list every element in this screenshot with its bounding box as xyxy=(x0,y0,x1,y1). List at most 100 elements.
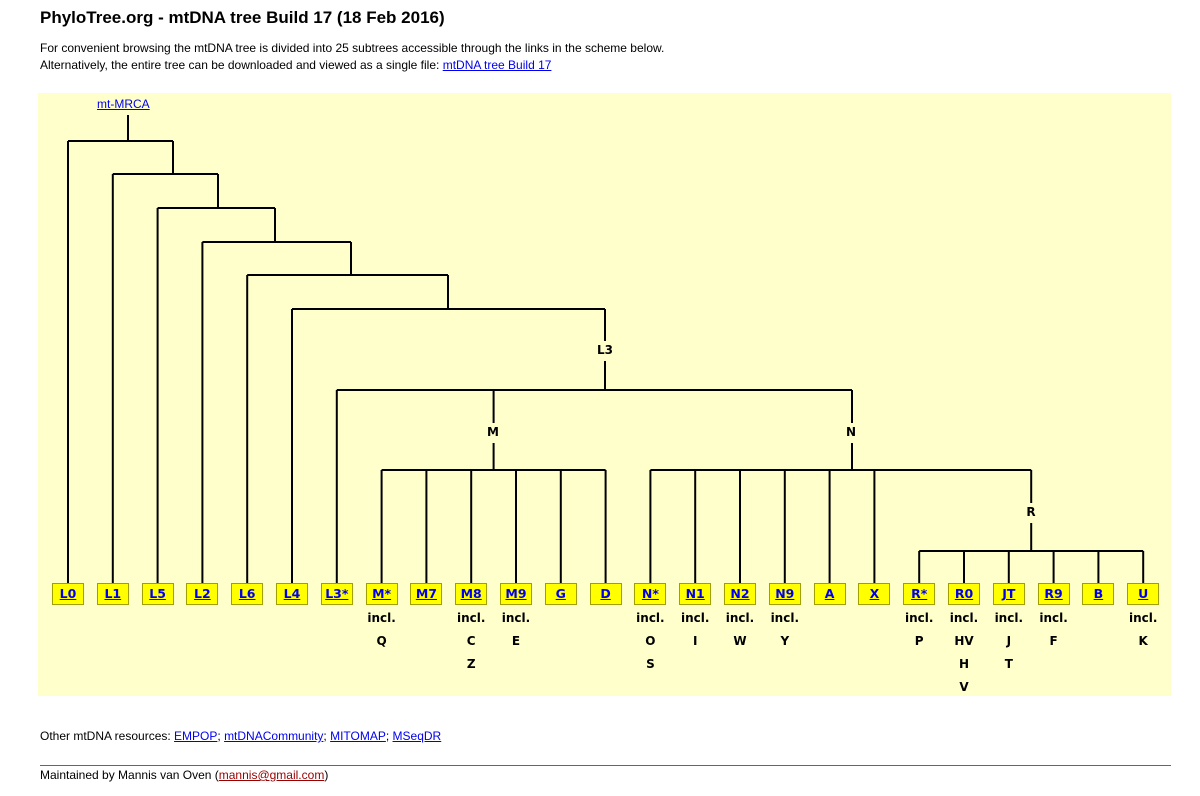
root-link-mt-mrca[interactable]: mt-MRCA xyxy=(97,97,150,111)
leaf-subclades-r0: incl. HV H V xyxy=(934,607,994,699)
intro-text: For convenient browsing the mtDNA tree i… xyxy=(40,40,664,74)
leaf-link-r0[interactable]: R0 xyxy=(954,586,974,601)
leaf-r-star[interactable]: R* xyxy=(903,583,936,605)
subclade-label: S xyxy=(646,657,655,671)
page-title: PhyloTree.org - mtDNA tree Build 17 (18 … xyxy=(40,8,445,27)
subclade-label: incl. xyxy=(949,611,979,625)
leaf-subclades-r-star: incl. P xyxy=(889,607,949,653)
resource-link-mtdnacommunity[interactable]: mtDNACommunity xyxy=(224,729,324,743)
leaf-link-n1[interactable]: N1 xyxy=(685,586,705,601)
leaf-link-r9[interactable]: R9 xyxy=(1044,586,1063,601)
subclade-label: W xyxy=(733,634,747,648)
leaf-link-m-star[interactable]: M* xyxy=(372,586,392,601)
leaf-b[interactable]: B xyxy=(1082,583,1115,605)
leaf-link-l6[interactable]: L6 xyxy=(238,586,256,601)
leaf-link-n2[interactable]: N2 xyxy=(730,586,750,601)
leaf-link-jt[interactable]: JT xyxy=(1002,586,1016,601)
leaf-m9[interactable]: M9 xyxy=(500,583,532,605)
leaf-link-g[interactable]: G xyxy=(555,586,566,601)
leaf-link-n-star[interactable]: N* xyxy=(641,586,659,601)
subclade-label: incl. xyxy=(636,611,665,625)
resource-link-empop[interactable]: EMPOP xyxy=(174,729,218,743)
resource-link-mseqdr[interactable]: MSeqDR xyxy=(392,729,442,743)
leaf-r9[interactable]: R9 xyxy=(1037,583,1070,605)
resources-separator: ; xyxy=(217,729,225,743)
leaf-link-d[interactable]: D xyxy=(600,586,611,601)
subclade-label: incl. xyxy=(994,611,1024,625)
leaf-n9[interactable]: N9 xyxy=(768,583,801,605)
leaf-u[interactable]: U xyxy=(1127,583,1160,605)
leaf-link-a[interactable]: A xyxy=(824,586,835,601)
leaf-link-l0[interactable]: L0 xyxy=(59,586,77,601)
tree-branches xyxy=(67,115,1145,583)
leaf-subclades-r9: incl. F xyxy=(1024,607,1084,653)
subclade-label: K xyxy=(1138,634,1148,648)
clade-label-r: R xyxy=(1026,505,1036,519)
leaf-subclades-n1: incl. I xyxy=(665,607,725,653)
resource-link-mitomap[interactable]: MITOMAP xyxy=(330,729,386,743)
leaf-link-m8[interactable]: M8 xyxy=(460,586,482,601)
leaf-n1[interactable]: N1 xyxy=(679,583,712,605)
intro-line-2: Alternatively, the entire tree can be do… xyxy=(40,57,664,74)
subclade-label: incl. xyxy=(501,611,531,625)
leaf-subclades-m8: incl. C Z xyxy=(441,607,501,676)
tree-scheme: mt-MRCA L3 M N R L0 L1 L5 L2 L6 L4 L3* M* incl. Q… xyxy=(38,93,1171,696)
leaf-x[interactable]: X xyxy=(858,583,891,605)
leaf-m8[interactable]: M8 xyxy=(455,583,488,605)
subclade-label: I xyxy=(692,634,698,648)
leaf-l2[interactable]: L2 xyxy=(186,583,219,605)
leaf-n2[interactable]: N2 xyxy=(724,583,756,605)
leaf-d[interactable]: D xyxy=(589,583,622,605)
leaf-g[interactable]: G xyxy=(544,583,577,605)
clade-label-m: M xyxy=(487,425,499,439)
leaf-jt[interactable]: JT xyxy=(992,583,1025,605)
subclade-label: incl. xyxy=(904,611,934,625)
leaf-subclades-m-star: incl. Q xyxy=(352,607,412,653)
footer: Maintained by Mannis van Oven (mannis@gm… xyxy=(40,768,328,782)
leaf-a[interactable]: A xyxy=(813,583,846,605)
intro-line-1: For convenient browsing the mtDNA tree i… xyxy=(40,41,665,55)
resources-separator: ; xyxy=(385,729,393,743)
leaf-link-l3-star[interactable]: L3* xyxy=(325,586,349,601)
leaf-link-l2[interactable]: L2 xyxy=(194,586,211,601)
subclade-label: incl. xyxy=(367,611,396,625)
resources-separator: ; xyxy=(323,729,331,743)
leaf-l3-star[interactable]: L3* xyxy=(320,583,353,605)
leaf-n-star[interactable]: N* xyxy=(634,583,667,605)
leaf-l0[interactable]: L0 xyxy=(52,583,84,605)
leaf-link-l4[interactable]: L4 xyxy=(283,586,301,601)
subclade-label: T xyxy=(1004,657,1013,671)
maintainer-email-link[interactable]: mannis@gmail.com xyxy=(218,768,325,782)
leaf-link-n9[interactable]: N9 xyxy=(775,586,795,601)
download-tree-link[interactable]: mtDNA tree Build 17 xyxy=(442,58,552,72)
leaf-link-m9[interactable]: M9 xyxy=(505,586,527,601)
subclade-label: incl. xyxy=(1039,611,1068,625)
leaf-link-b[interactable]: B xyxy=(1093,586,1104,601)
subclade-label: incl. xyxy=(680,611,710,625)
leaf-link-m7[interactable]: M7 xyxy=(415,586,437,601)
footer-prefix: Maintained by Mannis van Oven ( xyxy=(40,768,219,782)
subclade-label: incl. xyxy=(770,611,800,625)
leaf-link-l1[interactable]: L1 xyxy=(104,586,122,601)
resources-prefix: Other mtDNA resources: xyxy=(40,729,175,743)
leaf-subclades-n2: incl. W xyxy=(710,607,770,653)
footer-divider xyxy=(40,765,1171,766)
leaf-link-u[interactable]: U xyxy=(1138,586,1149,601)
leaf-m7[interactable]: M7 xyxy=(410,583,443,605)
leaf-r0[interactable]: R0 xyxy=(948,583,980,605)
leaf-l1[interactable]: L1 xyxy=(96,583,129,605)
subclade-label: Z xyxy=(466,657,476,671)
other-resources: Other mtDNA resources: EMPOP; mtDNACommu… xyxy=(40,729,441,743)
leaf-m-star[interactable]: M* xyxy=(365,583,398,605)
leaf-l5[interactable]: L5 xyxy=(141,583,174,605)
subclade-label: J xyxy=(1006,634,1012,648)
intro-line-2-prefix: Alternatively, the entire tree can be do… xyxy=(40,58,443,72)
subclade-label: O xyxy=(645,634,656,648)
leaf-link-r-star[interactable]: R* xyxy=(911,586,928,601)
leaf-l4[interactable]: L4 xyxy=(276,583,308,605)
subclade-label: Y xyxy=(780,634,790,648)
leaf-link-l5[interactable]: L5 xyxy=(149,586,166,601)
leaf-link-x[interactable]: X xyxy=(869,586,880,601)
leaf-l6[interactable]: L6 xyxy=(231,583,264,605)
subclade-label: incl. xyxy=(456,611,486,625)
